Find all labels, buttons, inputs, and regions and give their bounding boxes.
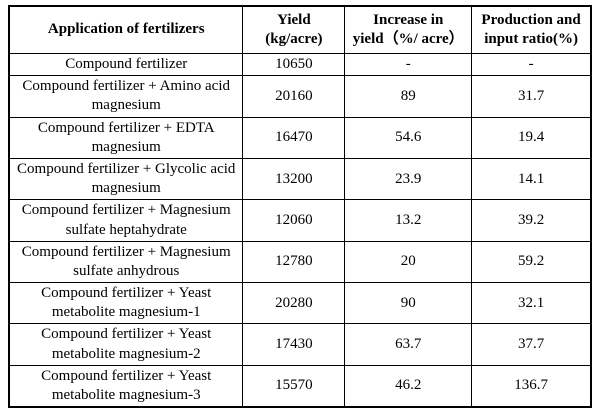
cell-ratio: 31.7	[471, 75, 592, 118]
cell-ratio: 32.1	[471, 282, 592, 325]
fertilizer-table: Application of fertilizers Yield (kg/acr…	[8, 5, 592, 409]
cell-ratio: -	[471, 52, 592, 77]
col-header-ratio: Production and input ratio(%)	[471, 5, 592, 54]
cell-yield: 20280	[242, 282, 346, 325]
cell-ratio: 59.2	[471, 240, 592, 284]
header-label: Application of fertilizers	[47, 21, 205, 38]
cell-ratio: 19.4	[471, 116, 592, 159]
cell-yield: 10650	[242, 52, 346, 77]
cell-application: Compound fertilizer + Glycolic acid magn…	[8, 157, 244, 201]
cell-ratio: 136.7	[471, 364, 592, 408]
cell-yield: 12060	[242, 199, 346, 242]
header-line: Yield	[277, 11, 311, 28]
table-row: Compound fertilizer + Yeast metabolite m…	[8, 364, 592, 408]
cell-increase: 13.2	[344, 199, 473, 242]
cell-application: Compound fertilizer + Yeast metabolite m…	[8, 282, 244, 325]
table-row: Compound fertilizer + Yeast metabolite m…	[8, 323, 592, 366]
table-row: Compound fertilizer + Magnesium sulfate …	[8, 199, 592, 242]
col-header-increase: Increase in yield（%/ acre）	[344, 5, 473, 54]
cell-application: Compound fertilizer + Yeast metabolite m…	[8, 364, 244, 408]
table-row: Compound fertilizer + Amino acid magnesi…	[8, 75, 592, 118]
cell-increase: 23.9	[344, 157, 473, 201]
cell-yield: 17430	[242, 323, 346, 366]
header-line: yield（%/ acre）	[352, 31, 464, 47]
cell-ratio: 39.2	[471, 199, 592, 242]
cell-yield: 20160	[242, 75, 346, 118]
cell-yield: 16470	[242, 116, 346, 159]
cell-yield: 13200	[242, 157, 346, 201]
cell-increase: -	[344, 52, 473, 77]
cell-application: Compound fertilizer	[8, 52, 244, 77]
table-row: Compound fertilizer + Yeast metabolite m…	[8, 282, 592, 325]
header-line: input ratio(%)	[484, 31, 578, 47]
cell-yield: 15570	[242, 364, 346, 408]
col-header-yield: Yield (kg/acre)	[242, 5, 346, 54]
cell-yield: 12780	[242, 240, 346, 284]
cell-increase: 46.2	[344, 364, 473, 408]
table-row: Compound fertilizer 10650 - -	[8, 52, 592, 77]
cell-application: Compound fertilizer + Yeast metabolite m…	[8, 323, 244, 366]
cell-application: Compound fertilizer + Amino acid magnesi…	[8, 75, 244, 118]
cell-application: Compound fertilizer + Magnesium sulfate …	[8, 199, 244, 242]
cell-increase: 89	[344, 75, 473, 118]
cell-ratio: 14.1	[471, 157, 592, 201]
table-row: Compound fertilizer + Glycolic acid magn…	[8, 157, 592, 201]
cell-increase: 20	[344, 240, 473, 284]
header-row: Application of fertilizers Yield (kg/acr…	[8, 5, 592, 54]
cell-increase: 54.6	[344, 116, 473, 159]
col-header-application: Application of fertilizers	[8, 5, 244, 54]
cell-application: Compound fertilizer + EDTA magnesium	[8, 116, 244, 159]
table-row: Compound fertilizer + EDTA magnesium 164…	[8, 116, 592, 159]
header-line: Production and	[481, 11, 581, 28]
cell-ratio: 37.7	[471, 323, 592, 366]
cell-increase: 90	[344, 282, 473, 325]
cell-application: Compound fertilizer + Magnesium sulfate …	[8, 240, 244, 284]
header-line: (kg/acre)	[265, 31, 323, 47]
table-row: Compound fertilizer + Magnesium sulfate …	[8, 240, 592, 284]
header-line: Increase in	[373, 11, 444, 28]
cell-increase: 63.7	[344, 323, 473, 366]
